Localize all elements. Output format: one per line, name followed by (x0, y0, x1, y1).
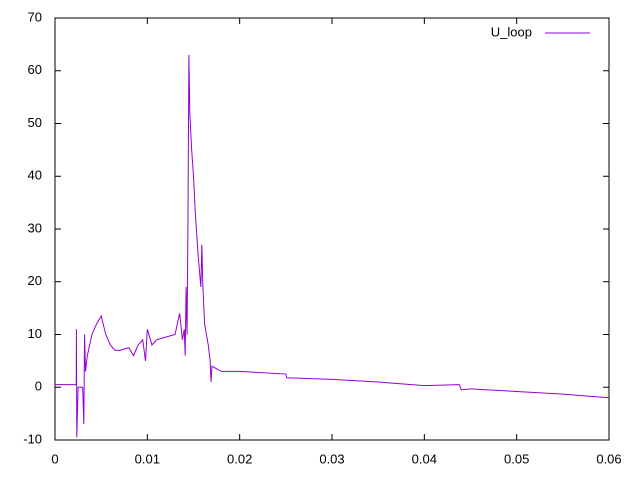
y-tick-label: 40 (28, 168, 42, 183)
y-tick-label: 0 (35, 379, 42, 394)
y-tick-label: 50 (28, 115, 42, 130)
legend-label: U_loop (491, 24, 532, 39)
x-tick-label: 0.06 (596, 451, 621, 466)
x-tick-label: 0 (51, 451, 58, 466)
y-tick-label: -10 (23, 431, 42, 446)
x-tick-label: 0.03 (319, 451, 344, 466)
x-tick-label: 0.01 (135, 451, 160, 466)
y-tick-label: 20 (28, 273, 42, 288)
y-tick-label: 60 (28, 62, 42, 77)
y-tick-label: 10 (28, 326, 42, 341)
x-tick-label: 0.04 (412, 451, 437, 466)
x-tick-label: 0.02 (227, 451, 252, 466)
y-tick-label: 70 (28, 9, 42, 24)
x-tick-label: 0.05 (504, 451, 529, 466)
data-line (55, 54, 610, 438)
plot-frame (54, 17, 610, 441)
y-tick-label: 30 (28, 220, 42, 235)
